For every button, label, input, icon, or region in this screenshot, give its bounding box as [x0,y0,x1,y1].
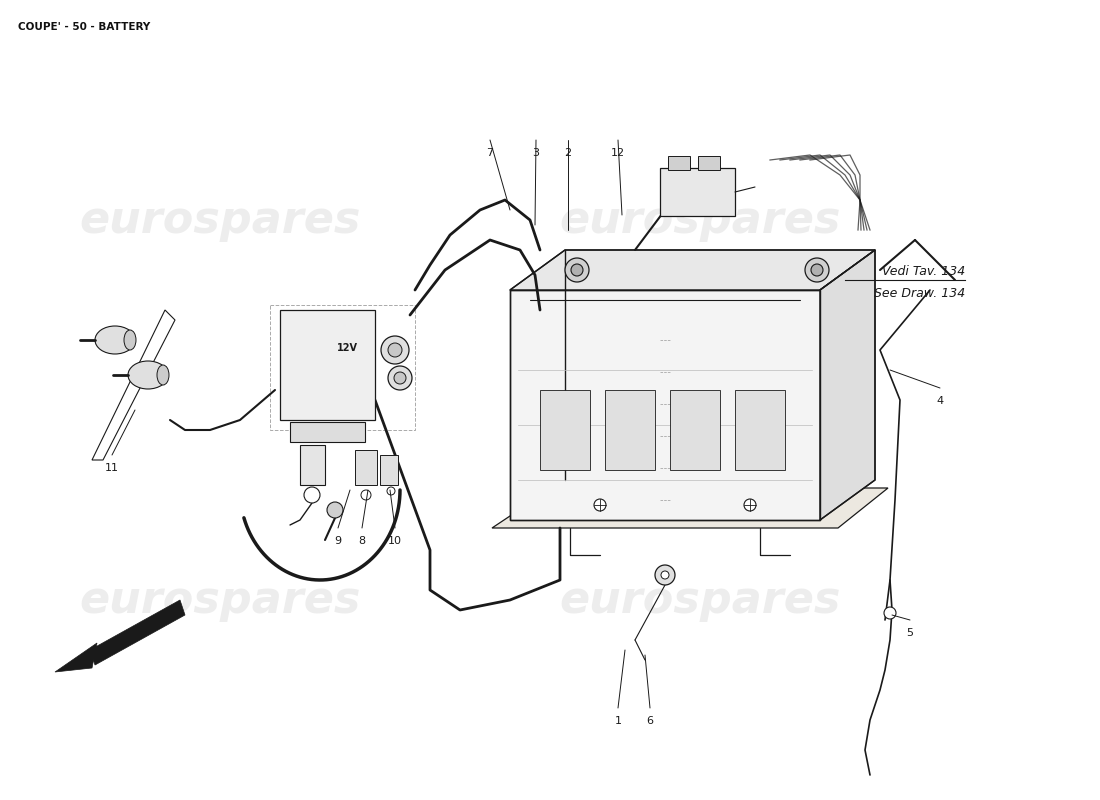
Polygon shape [660,168,735,216]
Bar [300,445,324,485]
Text: 10: 10 [388,536,401,546]
Ellipse shape [124,330,136,350]
Circle shape [387,487,395,495]
Text: Vedi Tav. 134: Vedi Tav. 134 [882,265,965,278]
Circle shape [594,499,606,511]
Bar [670,390,720,470]
Text: 11: 11 [104,463,119,473]
Bar [355,450,377,485]
Ellipse shape [157,365,169,385]
Bar [668,156,690,170]
Ellipse shape [128,361,168,389]
Text: 12: 12 [610,148,625,158]
Text: 8: 8 [359,536,365,546]
Text: eurospares: eurospares [79,198,361,242]
Circle shape [388,366,412,390]
Polygon shape [90,600,185,665]
Circle shape [388,343,401,357]
Polygon shape [510,290,820,520]
Bar [735,390,785,470]
Bar [540,390,590,470]
Polygon shape [492,488,888,528]
Circle shape [327,502,343,518]
Circle shape [361,490,371,500]
Bar [290,422,365,442]
Text: COUPE' - 50 - BATTERY: COUPE' - 50 - BATTERY [18,22,151,32]
Text: eurospares: eurospares [559,198,840,242]
Text: 6: 6 [647,716,653,726]
Text: 9: 9 [334,536,342,546]
Text: 5: 5 [906,628,913,638]
Polygon shape [280,310,375,420]
Text: eurospares: eurospares [79,578,361,622]
Text: 12V: 12V [337,343,358,353]
Circle shape [381,336,409,364]
Text: 2: 2 [564,148,572,158]
Text: eurospares: eurospares [559,578,840,622]
Bar [698,156,720,170]
Circle shape [884,607,896,619]
Text: 1: 1 [615,716,622,726]
Circle shape [661,571,669,579]
Bar [379,455,398,485]
Circle shape [304,487,320,503]
Text: 7: 7 [486,148,494,158]
Circle shape [565,258,588,282]
Circle shape [571,264,583,276]
Bar [605,390,654,470]
Circle shape [654,565,675,585]
Circle shape [805,258,829,282]
Polygon shape [55,643,97,672]
Text: 3: 3 [532,148,539,158]
Text: 4: 4 [936,396,944,406]
Circle shape [394,372,406,384]
Polygon shape [510,250,874,290]
Polygon shape [820,250,874,520]
Circle shape [744,499,756,511]
Text: See Draw. 134: See Draw. 134 [873,287,965,300]
Ellipse shape [95,326,135,354]
Circle shape [811,264,823,276]
